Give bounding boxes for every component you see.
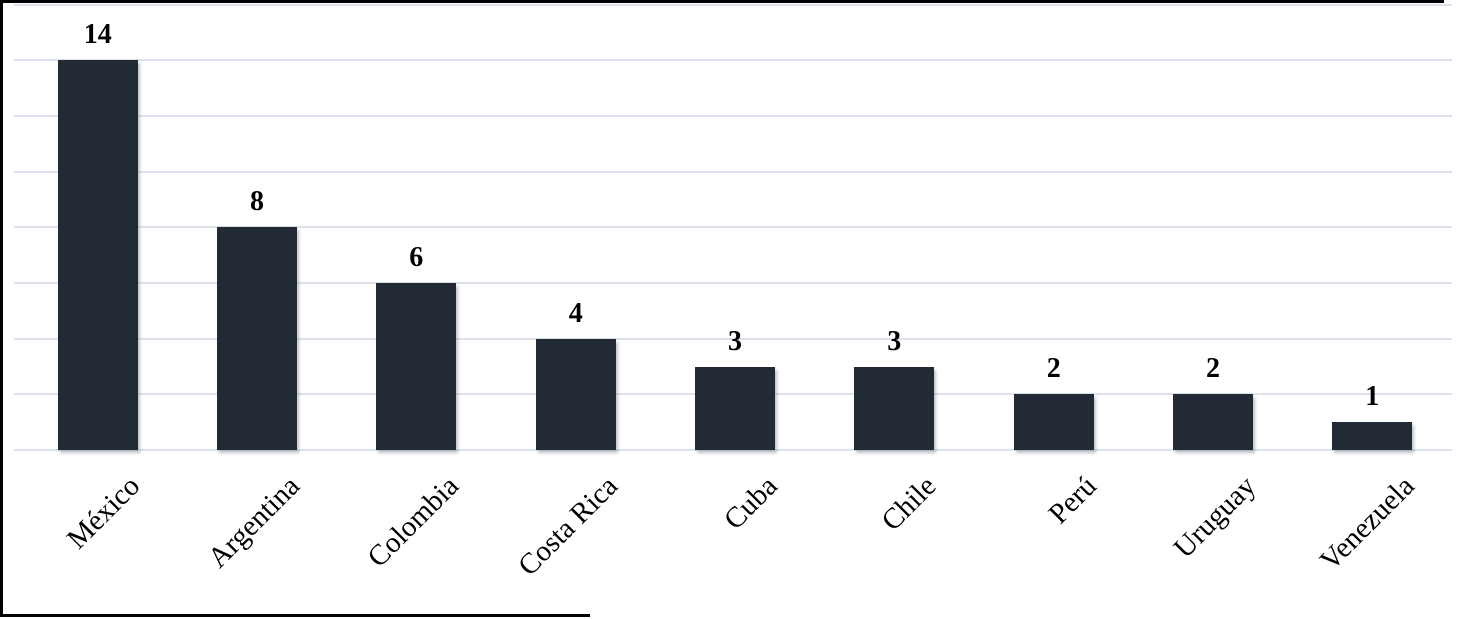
category-label-chile: Chile: [875, 470, 943, 538]
value-label-cuba: 3: [728, 325, 742, 357]
bar-peru: [1013, 394, 1094, 450]
figure-border-top: [0, 0, 1444, 3]
bar-mexico: [57, 60, 138, 450]
gridline-y-8: [14, 226, 1452, 229]
gridline-y-4: [14, 337, 1452, 340]
bar-cuba: [695, 366, 775, 450]
category-label-peru: Perú: [1042, 470, 1103, 531]
figure-border-bottom: [0, 614, 590, 617]
gridline-y-16: [14, 3, 1452, 6]
bar-colombia: [376, 283, 457, 450]
category-label-cuba: Cuba: [717, 470, 784, 536]
value-label-chile: 3: [887, 325, 902, 357]
bar-chile: [854, 366, 935, 450]
gridline-y-10: [14, 170, 1452, 173]
value-label-costa-rica: 4: [568, 297, 583, 329]
gridline-y-12: [14, 115, 1452, 117]
bar-costa-rica: [535, 338, 616, 450]
gridline-y-14: [14, 59, 1452, 62]
figure-border-left: [0, 0, 3, 617]
bar-venezuela: [1332, 422, 1413, 450]
category-label-costa-rica: Costa Rica: [512, 470, 625, 583]
value-label-peru: 2: [1046, 353, 1061, 385]
category-label-mexico: México: [61, 470, 147, 556]
category-label-argentina: Argentina: [201, 470, 306, 575]
gridline-y-0: [14, 449, 1452, 451]
category-label-uruguay: Uruguay: [1167, 470, 1262, 565]
category-label-venezuela: Venezuela: [1314, 470, 1421, 577]
value-label-argentina: 8: [250, 186, 264, 218]
gridline-y-6: [14, 282, 1452, 284]
bar-argentina: [217, 227, 297, 450]
value-label-uruguay: 2: [1206, 353, 1220, 385]
value-label-venezuela: 1: [1365, 381, 1380, 413]
category-label-colombia: Colombia: [361, 470, 465, 574]
value-label-mexico: 14: [83, 19, 112, 51]
value-label-colombia: 6: [409, 242, 424, 273]
bar-uruguay: [1173, 394, 1253, 450]
